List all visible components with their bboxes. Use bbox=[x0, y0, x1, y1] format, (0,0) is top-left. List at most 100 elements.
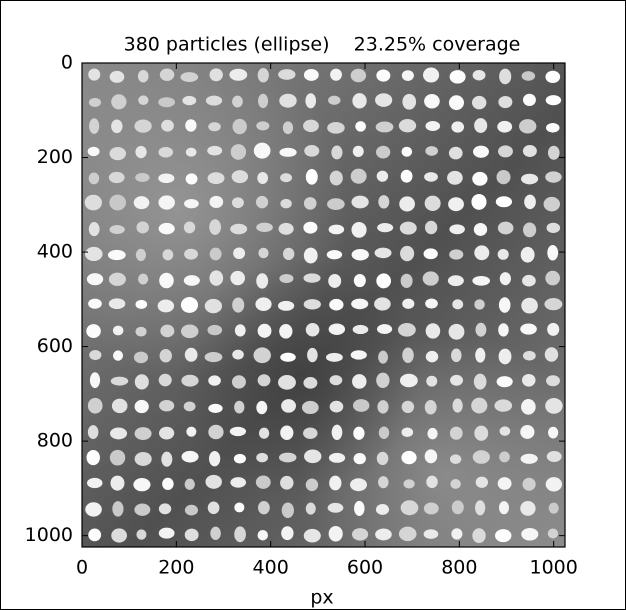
particle bbox=[231, 375, 246, 389]
particle bbox=[134, 374, 149, 390]
particle bbox=[303, 197, 317, 210]
particle bbox=[134, 119, 152, 133]
particle bbox=[109, 225, 125, 235]
x-tick-label: 0 bbox=[76, 557, 88, 579]
particle bbox=[86, 273, 104, 286]
particle bbox=[328, 95, 341, 105]
particle bbox=[450, 479, 461, 489]
particle bbox=[135, 299, 148, 309]
particle bbox=[209, 270, 224, 286]
particle bbox=[109, 70, 125, 83]
particle bbox=[398, 118, 417, 133]
particle bbox=[375, 528, 392, 541]
particle bbox=[545, 171, 562, 183]
particle bbox=[474, 425, 489, 441]
particle bbox=[209, 195, 224, 208]
particle bbox=[162, 249, 174, 261]
particle bbox=[185, 173, 198, 185]
particle bbox=[545, 95, 562, 106]
particle bbox=[232, 118, 247, 135]
particle bbox=[521, 399, 536, 415]
particle bbox=[520, 453, 538, 464]
particle bbox=[401, 450, 417, 465]
particle bbox=[424, 93, 440, 109]
particle bbox=[547, 145, 560, 160]
particle bbox=[521, 173, 539, 185]
particle bbox=[547, 245, 559, 261]
particle bbox=[183, 221, 196, 234]
particle bbox=[135, 172, 150, 183]
particle bbox=[353, 452, 366, 465]
particle bbox=[522, 477, 536, 491]
particle bbox=[303, 377, 318, 389]
particle bbox=[521, 297, 538, 314]
particle bbox=[520, 246, 535, 263]
particle bbox=[472, 528, 486, 544]
particle bbox=[181, 450, 199, 463]
particle bbox=[376, 372, 390, 388]
particle bbox=[230, 223, 248, 235]
particle bbox=[185, 147, 197, 157]
particle bbox=[208, 122, 221, 132]
particle bbox=[425, 146, 438, 156]
particle bbox=[399, 196, 415, 212]
particle bbox=[111, 528, 127, 543]
particle bbox=[186, 426, 197, 437]
particle bbox=[548, 502, 559, 514]
particle bbox=[328, 273, 342, 288]
particle bbox=[87, 425, 99, 440]
particle bbox=[112, 350, 124, 361]
particle bbox=[279, 323, 293, 339]
particle bbox=[231, 197, 244, 209]
particle bbox=[110, 475, 125, 491]
particle bbox=[137, 69, 149, 83]
particle bbox=[496, 169, 511, 185]
particle bbox=[473, 222, 488, 236]
particle bbox=[281, 502, 294, 519]
particle bbox=[352, 374, 367, 389]
particle bbox=[184, 248, 198, 260]
particle bbox=[447, 170, 463, 185]
particle bbox=[498, 323, 509, 337]
particle bbox=[159, 68, 175, 81]
x-tick-label: 400 bbox=[253, 557, 289, 579]
particle bbox=[138, 273, 149, 285]
particle bbox=[257, 323, 272, 338]
particle bbox=[253, 347, 271, 364]
particle bbox=[351, 195, 369, 209]
particle bbox=[474, 118, 488, 133]
particle bbox=[208, 450, 221, 467]
particle bbox=[475, 500, 486, 516]
particle bbox=[86, 324, 101, 339]
particle bbox=[255, 195, 269, 209]
particle bbox=[352, 93, 367, 109]
particle bbox=[471, 193, 487, 210]
y-tick-label: 1000 bbox=[25, 524, 73, 546]
particle bbox=[350, 478, 367, 492]
particle bbox=[162, 477, 174, 491]
particle bbox=[425, 121, 441, 131]
particle bbox=[354, 500, 365, 517]
particle bbox=[329, 170, 343, 186]
particle bbox=[427, 427, 438, 440]
particle bbox=[204, 352, 223, 363]
particle bbox=[161, 119, 174, 132]
particle bbox=[257, 374, 271, 387]
particle bbox=[278, 222, 294, 235]
particle bbox=[544, 347, 559, 362]
particle bbox=[522, 274, 536, 287]
particle bbox=[475, 476, 489, 488]
particle bbox=[546, 222, 561, 233]
particle bbox=[111, 94, 127, 110]
particle bbox=[448, 146, 463, 160]
particle bbox=[258, 427, 270, 439]
particle bbox=[423, 67, 440, 83]
particle bbox=[230, 144, 247, 160]
particle bbox=[495, 196, 513, 208]
particle bbox=[257, 171, 269, 185]
particle bbox=[280, 425, 294, 441]
particle bbox=[498, 145, 513, 158]
particle bbox=[304, 449, 322, 464]
particle bbox=[351, 298, 369, 310]
particle bbox=[376, 273, 391, 289]
